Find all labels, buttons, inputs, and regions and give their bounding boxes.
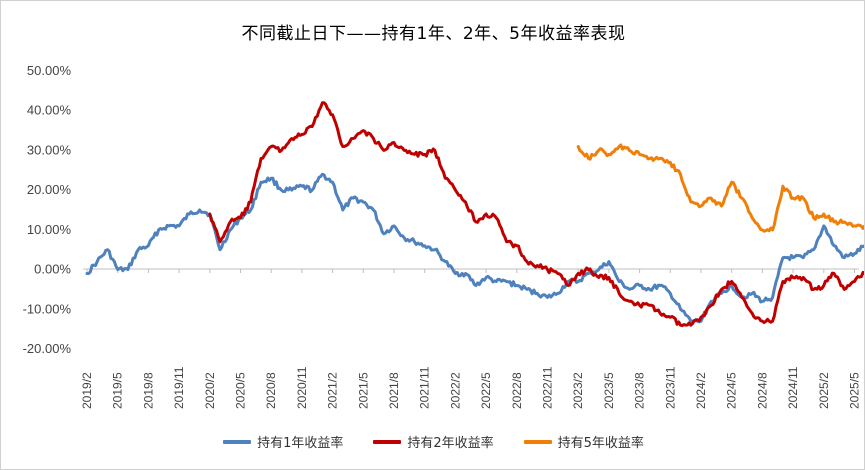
- legend-swatch: [373, 439, 402, 444]
- series-line-3: [576, 143, 864, 233]
- x-tick-label: 2024/8: [755, 372, 769, 409]
- x-tick-label: 2020/5: [234, 372, 248, 409]
- x-tick-label: 2023/5: [602, 372, 616, 409]
- y-tick-label: 20.00%: [27, 182, 72, 197]
- x-axis: 2019/2 2019/5 2019/8 2019/11 2020/2 2020/5 202…: [80, 268, 862, 409]
- x-tick-label: 2019/2: [80, 372, 94, 409]
- x-tick-label: 2024/5: [725, 372, 739, 409]
- y-axis-labels: 50.00% 40.00% 30.00% 20.00% 10.00% 0.00% -10.0…: [23, 63, 72, 356]
- x-tick-label: 2019/11: [172, 366, 186, 409]
- y-tick-label: 30.00%: [27, 142, 72, 157]
- x-tick-label: 2024/2: [694, 372, 708, 409]
- x-tick-label: 2023/2: [571, 372, 585, 409]
- legend-item: 持有5年收益率: [523, 432, 644, 451]
- y-tick-label: -10.00%: [23, 301, 72, 316]
- y-tick-label: 50.00%: [27, 63, 72, 78]
- x-tick-label: 2020/2: [203, 372, 217, 409]
- legend-item: 持有2年收益率: [373, 432, 494, 451]
- y-tick-label: 10.00%: [27, 222, 72, 237]
- x-tick-label: 2022/5: [479, 372, 493, 409]
- legend-label: 持有2年收益率: [407, 436, 494, 451]
- legend-label: 持有1年收益率: [257, 436, 344, 451]
- x-tick-label: 2023/8: [633, 372, 647, 409]
- x-tick-label: 2022/11: [541, 366, 555, 409]
- x-tick-label: 2019/8: [141, 372, 155, 409]
- x-tick-label: 2020/8: [264, 372, 278, 409]
- x-tick-label: 2025/2: [817, 372, 831, 409]
- series-layer: [85, 101, 864, 328]
- x-tick-label: 2021/5: [356, 372, 370, 409]
- x-tick-label: 2022/2: [448, 372, 462, 409]
- x-tick-label: 2021/8: [387, 372, 401, 409]
- x-tick-label: 2024/11: [786, 366, 800, 409]
- x-tick-label: 2019/5: [111, 372, 125, 409]
- x-tick-label: 2021/2: [326, 372, 340, 409]
- legend-swatch: [223, 439, 252, 444]
- legend-swatch: [523, 439, 552, 444]
- legend-label: 持有5年收益率: [557, 436, 644, 451]
- series-line-2: [208, 101, 864, 328]
- x-tick-label: 2023/11: [663, 366, 677, 409]
- x-tick-label: 2021/11: [418, 366, 432, 409]
- y-tick-label: 0.00%: [34, 262, 71, 277]
- legend: 持有1年收益率 持有2年收益率 持有5年收益率: [1, 432, 864, 451]
- x-tick-label: 2022/8: [510, 372, 524, 409]
- x-tick-label: 2020/11: [295, 366, 309, 409]
- x-tick-label: 2025/5: [848, 372, 862, 409]
- chart-title: 不同截止日下——持有1年、2年、5年收益率表现: [241, 24, 626, 44]
- y-tick-label: 40.00%: [27, 103, 72, 118]
- series-line-1: [85, 172, 864, 324]
- y-tick-label: -20.00%: [23, 341, 72, 356]
- legend-item: 持有1年收益率: [223, 432, 343, 451]
